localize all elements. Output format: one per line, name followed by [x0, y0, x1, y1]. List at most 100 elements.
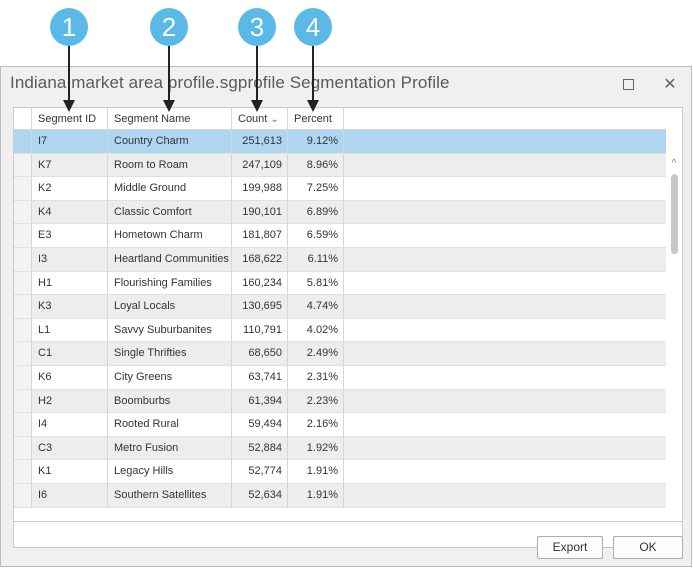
- cell-segment-id: I3: [32, 248, 108, 271]
- table-row[interactable]: C1 Single Thrifties 68,650 2.49%: [14, 342, 667, 366]
- cell-segment-name: Southern Satellites: [108, 484, 232, 507]
- row-selector[interactable]: [14, 318, 32, 342]
- table-row[interactable]: I7 Country Charm 251,613 9.12%: [14, 130, 667, 154]
- row-selector[interactable]: [14, 130, 32, 153]
- row-selector[interactable]: [14, 389, 32, 413]
- callout-3: 3: [238, 8, 276, 46]
- table-row[interactable]: H2 Boomburbs 61,394 2.23%: [14, 389, 667, 414]
- cell-percent: 6.59%: [288, 224, 344, 247]
- cell-count: 59,494: [232, 413, 288, 436]
- header-percent[interactable]: Percent: [288, 108, 344, 130]
- cell-segment-name: Hometown Charm: [108, 224, 232, 247]
- table-row[interactable]: H1 Flourishing Families 160,234 5.81%: [14, 271, 667, 296]
- row-selector[interactable]: [14, 413, 32, 436]
- close-button[interactable]: ✕: [655, 71, 685, 97]
- cell-count: 110,791: [232, 318, 288, 342]
- cell-segment-name: Boomburbs: [108, 389, 232, 413]
- cell-count: 181,807: [232, 224, 288, 247]
- cell-percent: 7.25%: [288, 177, 344, 200]
- cell-percent: 2.23%: [288, 389, 344, 413]
- callout-4: 4: [294, 8, 332, 46]
- cell-count: 61,394: [232, 389, 288, 413]
- callout-2: 2: [150, 8, 188, 46]
- row-selector[interactable]: [14, 366, 32, 389]
- row-selector[interactable]: [14, 295, 32, 318]
- table-row[interactable]: I4 Rooted Rural 59,494 2.16%: [14, 413, 667, 437]
- table-row[interactable]: E3 Hometown Charm 181,807 6.59%: [14, 224, 667, 248]
- cell-segment-name: City Greens: [108, 366, 232, 389]
- cell-percent: 2.31%: [288, 366, 344, 389]
- table-row[interactable]: I3 Heartland Communities 168,622 6.11%: [14, 248, 667, 272]
- row-selector[interactable]: [14, 153, 32, 177]
- maximize-button[interactable]: [613, 71, 643, 97]
- dialog-title: Indiana market area profile.sgprofile Se…: [10, 73, 450, 92]
- scrollbar-thumb[interactable]: [671, 174, 678, 254]
- cell-segment-name: Legacy Hills: [108, 460, 232, 483]
- cell-count: 251,613: [232, 130, 288, 153]
- ok-button[interactable]: OK: [613, 536, 683, 559]
- row-selector[interactable]: [14, 200, 32, 224]
- cell-segment-name: Rooted Rural: [108, 413, 232, 436]
- header-row-selector: [14, 108, 32, 130]
- table-row[interactable]: K4 Classic Comfort 190,101 6.89%: [14, 200, 667, 225]
- table-row[interactable]: K7 Room to Roam 247,109 8.96%: [14, 153, 667, 178]
- export-button[interactable]: Export: [537, 536, 603, 559]
- row-selector[interactable]: [14, 271, 32, 295]
- scroll-up-icon[interactable]: ^: [671, 157, 677, 169]
- cell-segment-id: I4: [32, 413, 108, 436]
- close-icon: ✕: [663, 76, 677, 93]
- cell-segment-id: C3: [32, 436, 108, 460]
- row-selector[interactable]: [14, 224, 32, 247]
- cell-percent: 1.92%: [288, 436, 344, 460]
- header-segment-id[interactable]: Segment ID: [32, 108, 108, 130]
- cell-count: 63,741: [232, 366, 288, 389]
- cell-segment-id: K2: [32, 177, 108, 200]
- footer-divider: [13, 521, 683, 522]
- cell-segment-name: Metro Fusion: [108, 436, 232, 460]
- table-row[interactable]: K6 City Greens 63,741 2.31%: [14, 366, 667, 390]
- cell-segment-id: K4: [32, 200, 108, 224]
- cell-count: 52,884: [232, 436, 288, 460]
- segmentation-profile-dialog: Indiana market area profile.sgprofile Se…: [0, 66, 692, 567]
- row-selector[interactable]: [14, 177, 32, 200]
- row-selector[interactable]: [14, 248, 32, 271]
- cell-count: 160,234: [232, 271, 288, 295]
- cell-segment-name: Loyal Locals: [108, 295, 232, 318]
- cell-segment-id: C1: [32, 342, 108, 365]
- row-selector[interactable]: [14, 484, 32, 507]
- header-count-label: Count: [238, 113, 268, 125]
- cell-segment-id: I7: [32, 130, 108, 153]
- table-header: Segment ID Segment Name Count ⌄ Percent: [14, 108, 667, 130]
- title-bar: Indiana market area profile.sgprofile Se…: [1, 67, 691, 101]
- cell-segment-id: L1: [32, 318, 108, 342]
- table-row[interactable]: K1 Legacy Hills 52,774 1.91%: [14, 460, 667, 484]
- cell-percent: 5.81%: [288, 271, 344, 295]
- header-segment-id-label: Segment ID: [38, 113, 97, 125]
- cell-segment-name: Middle Ground: [108, 177, 232, 200]
- cell-percent: 4.74%: [288, 295, 344, 318]
- header-percent-label: Percent: [294, 113, 332, 125]
- cell-segment-id: K7: [32, 153, 108, 177]
- cell-percent: 9.12%: [288, 130, 344, 153]
- table-row[interactable]: K3 Loyal Locals 130,695 4.74%: [14, 295, 667, 319]
- cell-segment-name: Heartland Communities: [108, 248, 232, 271]
- row-selector[interactable]: [14, 460, 32, 483]
- cell-percent: 4.02%: [288, 318, 344, 342]
- row-selector[interactable]: [14, 342, 32, 365]
- cell-segment-name: Single Thrifties: [108, 342, 232, 365]
- cell-count: 168,622: [232, 248, 288, 271]
- table-row[interactable]: L1 Savvy Suburbanites 110,791 4.02%: [14, 318, 667, 343]
- cell-segment-id: K6: [32, 366, 108, 389]
- cell-segment-id: I6: [32, 484, 108, 507]
- header-segment-name[interactable]: Segment Name: [108, 108, 232, 130]
- row-selector[interactable]: [14, 436, 32, 460]
- table-row[interactable]: K2 Middle Ground 199,988 7.25%: [14, 177, 667, 201]
- cell-count: 52,634: [232, 484, 288, 507]
- cell-count: 247,109: [232, 153, 288, 177]
- cell-segment-name: Room to Roam: [108, 153, 232, 177]
- table-row[interactable]: C3 Metro Fusion 52,884 1.92%: [14, 436, 667, 461]
- cell-count: 190,101: [232, 200, 288, 224]
- header-count[interactable]: Count ⌄: [232, 108, 288, 130]
- table-row[interactable]: I6 Southern Satellites 52,634 1.91%: [14, 484, 667, 508]
